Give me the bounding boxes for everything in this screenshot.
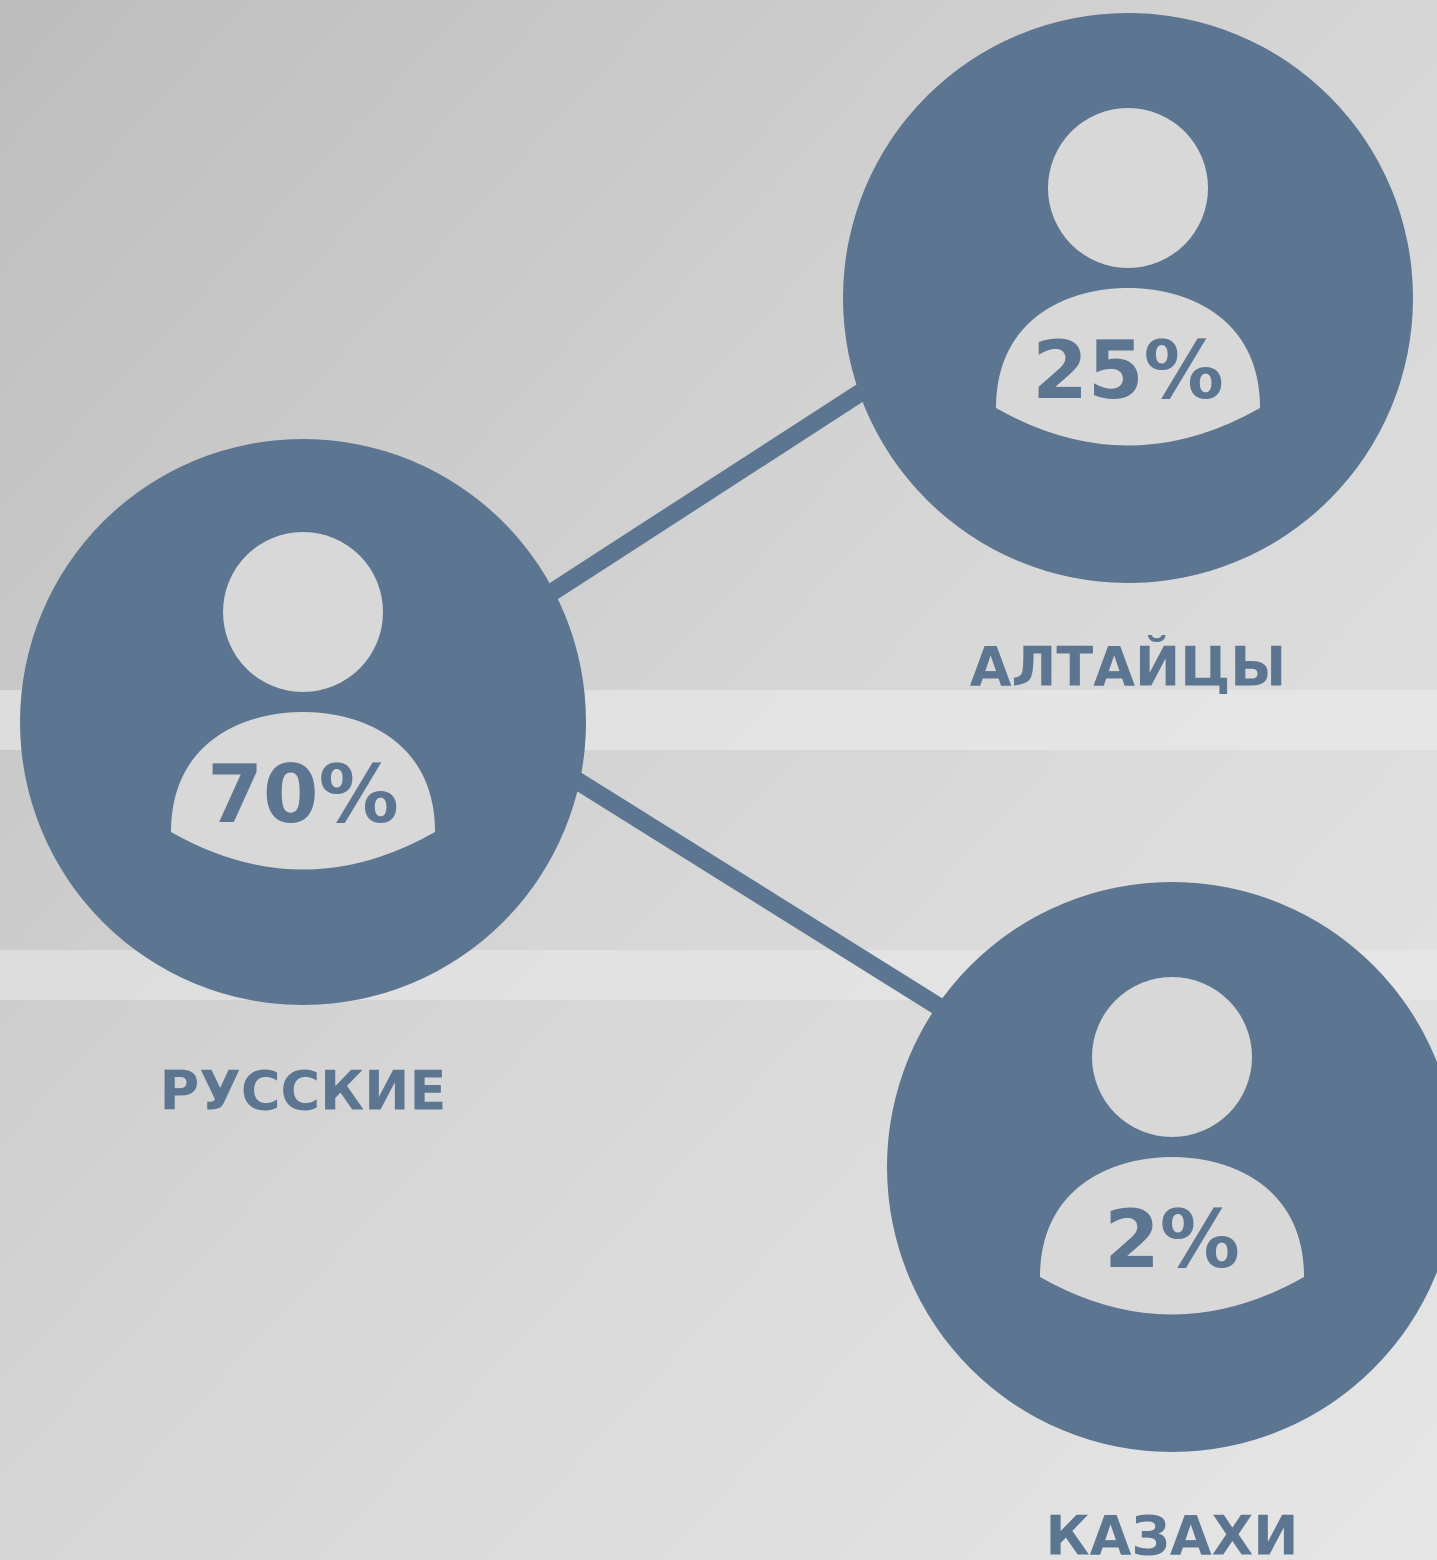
person-head (223, 532, 383, 692)
infographic: 70% РУССКИЕ 25% АЛТАЙЦЫ 2% КАЗАХИ (0, 0, 1437, 1560)
percent-value: 70% (207, 748, 398, 841)
node-label: КАЗАХИ (1046, 1505, 1299, 1560)
node-label: РУССКИЕ (160, 1060, 447, 1123)
person-head (1048, 108, 1208, 268)
page: 70%РУССКИЕ25%АЛТАЙЦЫ2%КАЗАХИ (() => { co… (0, 0, 1437, 1560)
node-label: АЛТАЙЦЫ (970, 636, 1287, 699)
person-head (1092, 977, 1252, 1137)
percent-value: 25% (1032, 324, 1223, 417)
percent-value: 2% (1104, 1193, 1240, 1286)
